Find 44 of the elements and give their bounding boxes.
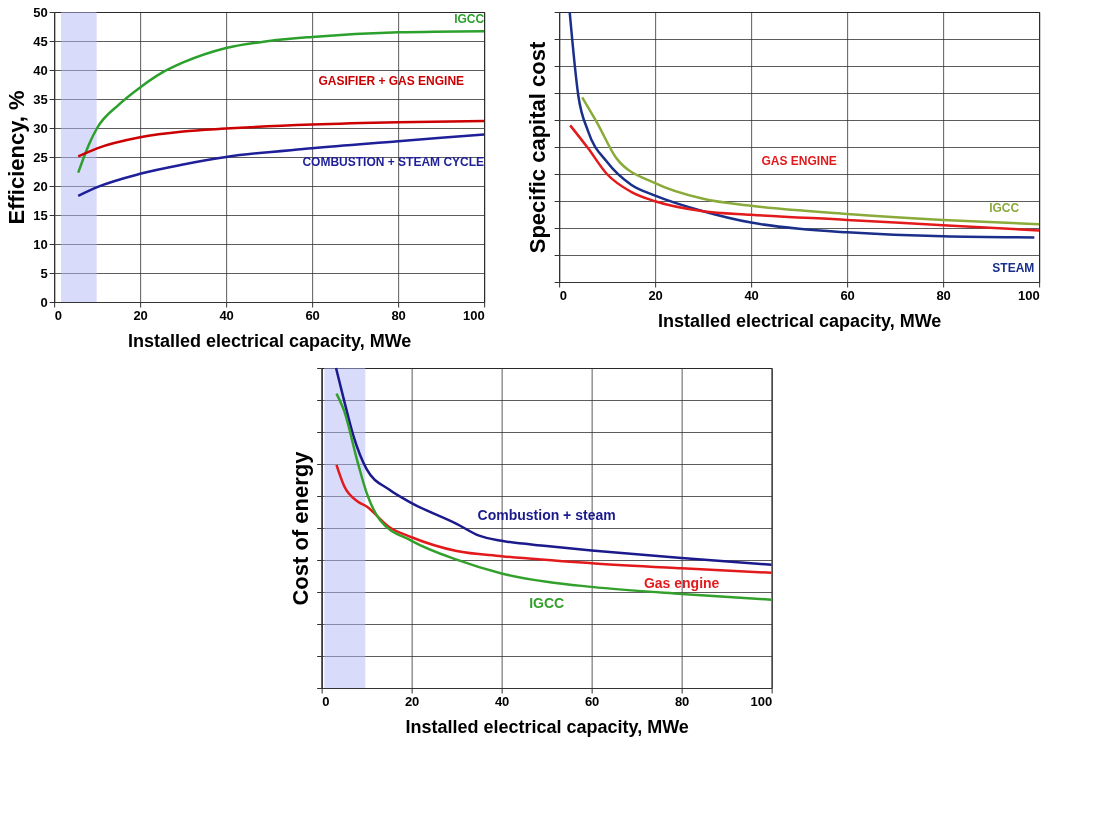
line-series — [76, 29, 486, 174]
x-tick-label: 100 — [462, 307, 485, 323]
x-tick-label: 0 — [559, 287, 567, 303]
x-tick-label: 40 — [494, 693, 510, 709]
y-tick-label: 25 — [33, 149, 48, 165]
series-label: IGCC — [989, 201, 1020, 216]
y-tick-label: 20 — [33, 178, 48, 194]
x-tick-label: 0 — [54, 307, 62, 323]
x-tick-label: 80 — [391, 307, 406, 323]
y-tick-label: 40 — [33, 62, 48, 78]
x-tick-label: 20 — [648, 287, 663, 303]
series-label: Combustion + steam — [477, 506, 616, 523]
x-tick-label: 100 — [1017, 287, 1040, 303]
y-tick-label: 10 — [33, 236, 48, 252]
x-axis-title: Installed electrical capacity, MWe — [405, 716, 689, 737]
x-tick-label: 60 — [305, 307, 320, 323]
x-tick-label: 20 — [133, 307, 148, 323]
x-tick-label: 80 — [936, 287, 951, 303]
x-tick-label: 40 — [219, 307, 234, 323]
x-axis-title: Installed electrical capacity, MWe — [127, 330, 412, 351]
text: GAS ENGINE — [761, 153, 837, 168]
series-label: IGCC — [529, 594, 565, 611]
x-tick-label: 0 — [322, 693, 330, 709]
x-tick-label: 60 — [840, 287, 855, 303]
x-tick-label: 80 — [674, 693, 690, 709]
series-label: Gas engine — [643, 575, 720, 592]
x-tick-label: 40 — [744, 287, 759, 303]
y-axis-title: Specific capital cost — [525, 41, 551, 254]
y-tick-label: 45 — [33, 33, 48, 49]
series-label: IGCC — [454, 12, 485, 27]
x-axis-title: Installed electrical capacity, MWe — [657, 310, 942, 331]
y-tick-label: 50 — [33, 4, 48, 20]
y-axis-title: Efficiency, % — [4, 90, 30, 225]
x-tick-label: 60 — [584, 693, 600, 709]
y-axis-title: Cost of energy — [287, 450, 313, 606]
line-series — [76, 119, 486, 158]
x-tick-label: 100 — [750, 693, 773, 709]
y-tick-label: 30 — [33, 120, 48, 136]
text: STEAM — [992, 261, 1035, 276]
y-tick-label: 15 — [33, 207, 48, 223]
y-tick-label: 35 — [33, 91, 48, 107]
x-tick-label: 20 — [404, 693, 420, 709]
y-tick-label: 5 — [40, 265, 48, 281]
line-series — [76, 133, 486, 198]
